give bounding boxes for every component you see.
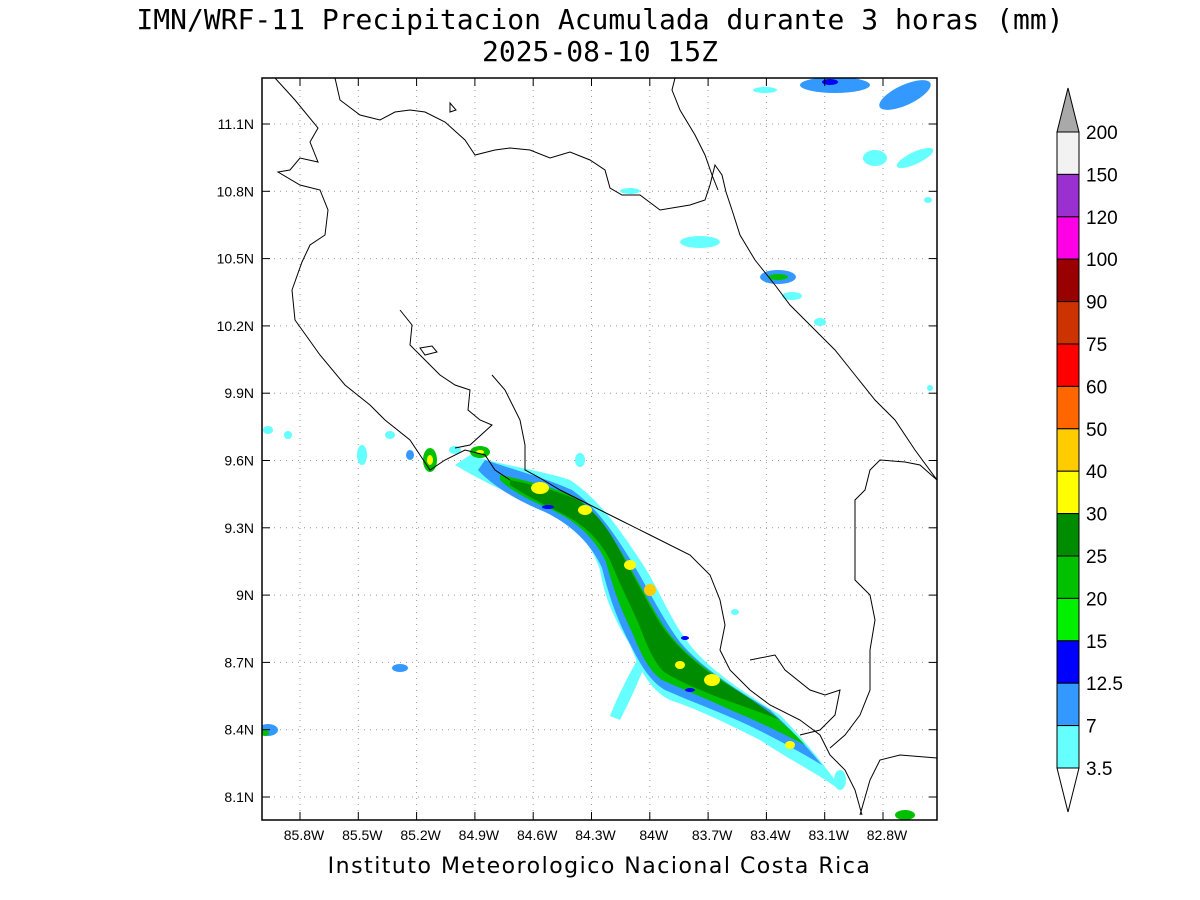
colorbar-swatch	[1056, 555, 1080, 599]
lat-tick-label: 8.7N	[224, 654, 254, 670]
colorbar-swatch	[1056, 640, 1080, 684]
colorbar-swatch	[1056, 301, 1080, 345]
colorbar-bottom-arrow	[1056, 767, 1080, 813]
colorbar-label: 30	[1086, 505, 1107, 526]
lon-tick-label: 85.8W	[284, 827, 325, 843]
colorbar-label: 3.5	[1086, 759, 1112, 780]
lon-tick-label: 84.6W	[517, 827, 558, 843]
lon-tick-label: 82.8W	[867, 827, 908, 843]
colorbar-label: 60	[1086, 377, 1107, 398]
precipitation-colorbar: 200 150 120 100 90 75 60 50 40 30 25 20 15 12.5 7 3.5	[1056, 87, 1123, 813]
colorbar-label: 15	[1086, 632, 1107, 653]
colorbar-swatch	[1056, 597, 1080, 642]
lon-tick-label: 83.7W	[692, 827, 733, 843]
colorbar-top-arrow	[1056, 87, 1080, 133]
colorbar-label: 50	[1086, 420, 1107, 441]
lon-tick-label: 85.5W	[342, 827, 383, 843]
lon-tick-label: 83.1W	[808, 827, 849, 843]
lat-tick-label: 9.6N	[224, 453, 254, 469]
lat-tick-label: 10.5N	[217, 251, 254, 267]
colorbar-label: 75	[1086, 335, 1107, 356]
coastline	[274, 78, 937, 816]
colorbar-label: 120	[1086, 208, 1118, 229]
lon-tick-label: 85.2W	[400, 827, 441, 843]
colorbar-swatch	[1056, 428, 1080, 472]
map-title: IMN/WRF-11 Precipitacion Acumulada duran…	[136, 3, 1064, 36]
longitude-axis: 85.8W 85.5W 85.2W 84.9W 84.6W 84.3W 84W 83.7W 83…	[284, 78, 908, 843]
colorbar-swatch	[1056, 258, 1080, 303]
lon-tick-label: 83.4W	[750, 827, 791, 843]
colorbar-swatch	[1056, 343, 1080, 387]
lat-tick-label: 8.1N	[224, 789, 254, 805]
lon-tick-label: 84.3W	[575, 827, 616, 843]
colorbar-swatch	[1056, 131, 1080, 175]
colorbar-label: 90	[1086, 293, 1107, 314]
lat-tick-label: 9.3N	[224, 520, 254, 536]
map-border	[261, 77, 938, 821]
colorbar-label: 150	[1086, 165, 1118, 186]
latitude-axis: 11.1N 10.8N 10.5N 10.2N 9.9N 9.6N 9.3N 9N 8.7N 8.…	[217, 116, 937, 805]
colorbar-swatch	[1056, 513, 1080, 557]
map-subtitle: 2025-08-10 15Z	[481, 35, 718, 68]
colorbar-label: 7	[1086, 717, 1097, 738]
lat-tick-label: 10.2N	[217, 318, 254, 334]
colorbar-swatch	[1056, 725, 1080, 769]
colorbar-label: 100	[1086, 250, 1118, 271]
colorbar-swatch	[1056, 385, 1080, 430]
lat-tick-label: 9N	[236, 587, 254, 603]
colorbar-swatch	[1056, 682, 1080, 727]
colorbar-label: 40	[1086, 462, 1107, 483]
colorbar-label: 25	[1086, 547, 1107, 568]
colorbar-swatch	[1056, 173, 1080, 218]
precipitation-field	[262, 78, 934, 820]
colorbar-swatch	[1056, 216, 1080, 260]
lon-tick-label: 84W	[639, 827, 669, 843]
colorbar-swatch	[1056, 470, 1080, 515]
lat-tick-label: 11.1N	[218, 116, 254, 132]
lon-tick-label: 84.9W	[459, 827, 500, 843]
colorbar-label: 200	[1086, 123, 1118, 144]
colorbar-label: 20	[1086, 589, 1107, 610]
lat-tick-label: 9.9N	[224, 385, 254, 401]
lat-tick-label: 10.8N	[217, 183, 254, 199]
colorbar-label: 12.5	[1086, 674, 1123, 695]
institution-footer: Instituto Meteorologico Nacional Costa R…	[327, 854, 872, 879]
lat-tick-label: 8.4N	[224, 722, 254, 738]
